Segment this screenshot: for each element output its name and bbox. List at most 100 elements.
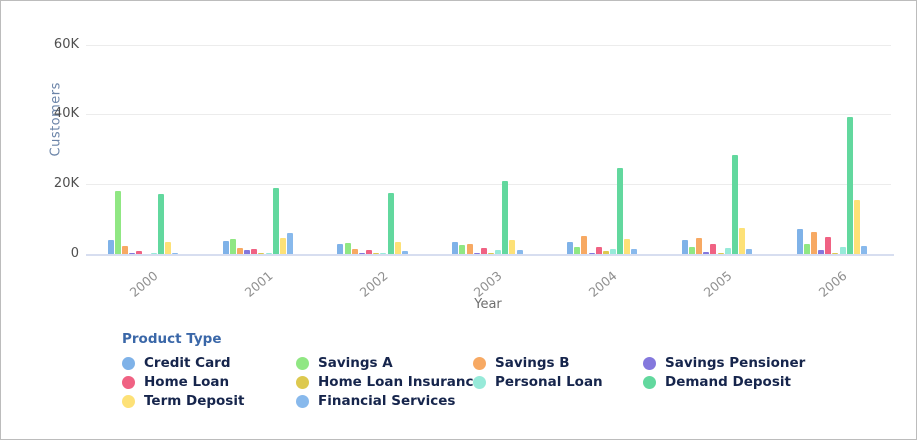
legend-item-savings-b[interactable]: Savings B bbox=[473, 356, 643, 370]
legend-item-label: Home Loan bbox=[144, 374, 230, 390]
x-tick-label-2002: 2002 bbox=[356, 268, 391, 300]
bar-demand-deposit-2005[interactable] bbox=[731, 155, 738, 254]
bar-demand-deposit-2004[interactable] bbox=[617, 168, 624, 254]
gridline-20K bbox=[86, 184, 891, 186]
bar-savings-b-2003[interactable] bbox=[466, 244, 473, 254]
legend-item-term-deposit[interactable]: Term Deposit bbox=[122, 394, 296, 408]
y-tick-label: 40K bbox=[53, 106, 79, 122]
bar-savings-a-2000[interactable] bbox=[115, 191, 121, 254]
bar-credit-card-2006[interactable] bbox=[796, 229, 803, 254]
bar-home-loan-2003[interactable] bbox=[480, 248, 487, 254]
bar-term-deposit-2001[interactable] bbox=[279, 238, 286, 254]
bar-demand-deposit-2002[interactable] bbox=[387, 193, 394, 254]
bar-home-loan-2006[interactable] bbox=[825, 237, 832, 254]
bar-savings-pensioner-2006[interactable] bbox=[818, 250, 825, 254]
legend-item-label: Demand Deposit bbox=[665, 374, 791, 390]
legend-item-label: Home Loan Insurance bbox=[318, 374, 483, 390]
bar-financial-services-2001[interactable] bbox=[287, 233, 293, 254]
bar-credit-card-2001[interactable] bbox=[222, 241, 229, 254]
legend-item-home-loan[interactable]: Home Loan bbox=[122, 375, 296, 389]
bar-savings-a-2002[interactable] bbox=[344, 243, 351, 254]
legend-item-label: Savings Pensioner bbox=[665, 355, 806, 371]
legend-item-financial-services[interactable]: Financial Services bbox=[296, 394, 473, 408]
bar-personal-loan-2001[interactable] bbox=[265, 253, 272, 254]
bar-credit-card-2004[interactable] bbox=[567, 242, 573, 254]
bar-savings-b-2005[interactable] bbox=[696, 238, 703, 254]
bar-demand-deposit-2000[interactable] bbox=[157, 194, 164, 254]
bar-savings-pensioner-2004[interactable] bbox=[588, 253, 595, 254]
legend-item-demand-deposit[interactable]: Demand Deposit bbox=[643, 375, 805, 389]
bar-home-loan-insurance-2001[interactable] bbox=[258, 253, 265, 254]
bar-term-deposit-2002[interactable] bbox=[394, 242, 401, 254]
bar-savings-pensioner-2005[interactable] bbox=[703, 252, 710, 254]
bar-term-deposit-2004[interactable] bbox=[624, 239, 631, 254]
legend-item-label: Savings B bbox=[495, 355, 570, 371]
bar-savings-a-2005[interactable] bbox=[689, 247, 695, 254]
bar-savings-pensioner-2001[interactable] bbox=[244, 250, 251, 254]
bar-savings-b-2001[interactable] bbox=[236, 248, 243, 254]
legend-item-home-loan-insurance[interactable]: Home Loan Insurance bbox=[296, 375, 483, 389]
legend-item-savings-a[interactable]: Savings A bbox=[296, 356, 473, 370]
y-tick-label: 0 bbox=[70, 246, 79, 261]
gridline-40K bbox=[86, 114, 891, 116]
bar-savings-b-2004[interactable] bbox=[581, 236, 588, 254]
x-tick-label-2005: 2005 bbox=[700, 268, 735, 300]
bar-financial-services-2002[interactable] bbox=[401, 251, 408, 254]
legend-items: Credit Card Savings A Savings B Savings Pen… bbox=[122, 356, 805, 408]
bar-home-loan-insurance-2004[interactable] bbox=[602, 251, 609, 254]
bar-home-loan-insurance-2002[interactable] bbox=[373, 253, 380, 254]
legend-item-label: Term Deposit bbox=[144, 393, 245, 409]
bar-home-loan-insurance-2006[interactable] bbox=[832, 253, 839, 254]
bar-financial-services-2006[interactable] bbox=[861, 246, 867, 254]
bar-credit-card-2003[interactable] bbox=[452, 242, 459, 254]
bar-personal-loan-2005[interactable] bbox=[724, 248, 731, 254]
bar-credit-card-2005[interactable] bbox=[681, 240, 688, 254]
bar-term-deposit-2000[interactable] bbox=[165, 242, 171, 254]
bar-home-loan-insurance-2005[interactable] bbox=[717, 253, 724, 254]
bar-personal-loan-2004[interactable] bbox=[609, 249, 616, 254]
bar-savings-pensioner-2003[interactable] bbox=[473, 253, 480, 254]
legend-dot-icon bbox=[473, 356, 486, 370]
legend-item-credit-card[interactable]: Credit Card bbox=[122, 356, 296, 370]
bar-demand-deposit-2001[interactable] bbox=[272, 188, 279, 254]
bar-home-loan-insurance-2003[interactable] bbox=[488, 253, 494, 254]
bar-savings-b-2002[interactable] bbox=[351, 249, 358, 254]
legend-item-label: Savings A bbox=[318, 355, 393, 371]
bar-term-deposit-2005[interactable] bbox=[739, 228, 745, 254]
bar-financial-services-2003[interactable] bbox=[516, 250, 523, 254]
legend-dot-icon bbox=[122, 356, 135, 370]
bar-personal-loan-2003[interactable] bbox=[495, 250, 502, 254]
bar-financial-services-2005[interactable] bbox=[746, 249, 753, 254]
bar-savings-b-2000[interactable] bbox=[122, 246, 129, 254]
bar-savings-a-2001[interactable] bbox=[229, 239, 236, 254]
bar-savings-a-2006[interactable] bbox=[803, 244, 810, 254]
bar-home-loan-2000[interactable] bbox=[136, 251, 143, 254]
bar-personal-loan-2000[interactable] bbox=[150, 253, 157, 254]
bar-savings-a-2003[interactable] bbox=[459, 245, 466, 254]
bar-demand-deposit-2003[interactable] bbox=[502, 181, 509, 254]
bar-savings-b-2006[interactable] bbox=[810, 232, 817, 254]
bar-savings-pensioner-2000[interactable] bbox=[129, 253, 136, 254]
legend-dot-icon bbox=[122, 394, 135, 408]
bar-savings-a-2004[interactable] bbox=[574, 247, 581, 254]
bar-credit-card-2002[interactable] bbox=[337, 244, 344, 254]
bar-home-loan-2005[interactable] bbox=[710, 244, 717, 254]
bar-financial-services-2000[interactable] bbox=[172, 253, 179, 254]
x-tick-label-2001: 2001 bbox=[241, 268, 276, 300]
x-tick-label-2000: 2000 bbox=[126, 268, 161, 300]
bar-savings-pensioner-2002[interactable] bbox=[358, 253, 365, 254]
bar-home-loan-2002[interactable] bbox=[366, 250, 372, 254]
bar-home-loan-2001[interactable] bbox=[251, 249, 258, 254]
bar-credit-card-2000[interactable] bbox=[107, 240, 114, 254]
bar-term-deposit-2006[interactable] bbox=[853, 200, 860, 254]
x-axis-title: Year bbox=[474, 297, 502, 312]
bar-financial-services-2004[interactable] bbox=[631, 249, 638, 254]
legend-item-savings-pensioner[interactable]: Savings Pensioner bbox=[643, 356, 805, 370]
bar-personal-loan-2002[interactable] bbox=[380, 253, 387, 254]
legend-item-personal-loan[interactable]: Personal Loan bbox=[473, 375, 643, 389]
bar-personal-loan-2006[interactable] bbox=[839, 247, 846, 254]
bar-home-loan-2004[interactable] bbox=[595, 247, 602, 254]
bar-term-deposit-2003[interactable] bbox=[509, 240, 516, 254]
bar-demand-deposit-2006[interactable] bbox=[846, 117, 853, 254]
